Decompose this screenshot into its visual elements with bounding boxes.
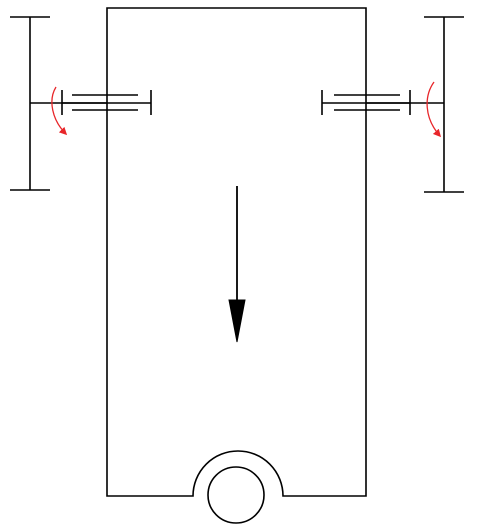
right-bearing xyxy=(321,90,411,115)
right-rotation-arrow-icon xyxy=(426,81,442,138)
down-arrow-icon xyxy=(228,186,246,343)
bottom-roller xyxy=(207,466,265,524)
frame-outline xyxy=(106,7,367,497)
right-support xyxy=(366,16,464,193)
left-bearing xyxy=(61,90,152,115)
left-rotation-arrow-icon xyxy=(51,86,68,136)
